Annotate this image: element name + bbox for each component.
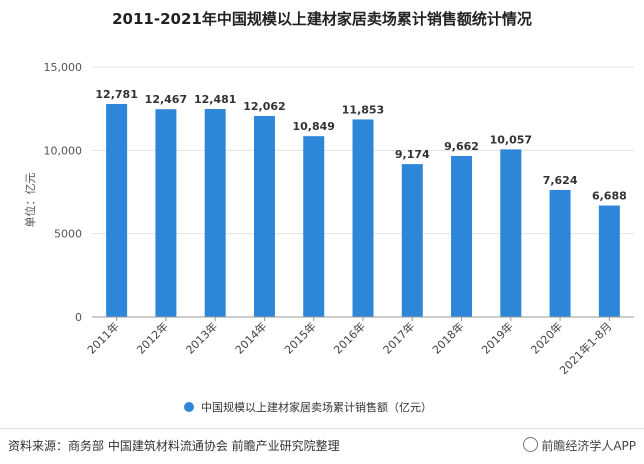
brand-logo-icon [523, 437, 539, 452]
x-tick-label: 2019年 [478, 319, 515, 356]
bar-value-label: 12,062 [243, 100, 285, 113]
chart-title: 2011-2021年中国规模以上建材家居卖场累计销售额统计情况 [112, 10, 532, 28]
x-tick-label: 2021年1-8月 [557, 319, 615, 377]
bar [401, 164, 423, 317]
x-tick-label: 2018年 [429, 319, 466, 356]
y-tick-label: 0 [75, 311, 82, 324]
bar [598, 205, 620, 317]
y-tick-label: 10,000 [44, 144, 83, 157]
y-tick-label: 15,000 [44, 61, 83, 74]
bar [106, 103, 128, 317]
source-text: 资料来源：商务部 中国建筑材料流通协会 前瞻产业研究院整理 [8, 439, 340, 453]
bar [500, 149, 522, 317]
legend-marker [184, 402, 194, 412]
x-tick-label: 2011年 [84, 319, 121, 356]
bar [253, 115, 275, 317]
y-tick-label: 5000 [54, 228, 82, 241]
bar-value-label: 9,662 [444, 140, 479, 153]
bar-value-label: 10,057 [490, 133, 532, 146]
x-tick-label: 2016年 [331, 319, 368, 356]
x-tick-label: 2012年 [134, 319, 171, 356]
bar-value-label: 12,781 [95, 88, 137, 101]
bar-value-label: 12,467 [145, 93, 187, 106]
y-axis-label: 单位：亿元 [23, 173, 37, 228]
bar-chart: 0 5000 10,000 15,000 单位：亿元 12,781 12,467 12,4… [23, 61, 634, 414]
y-axis: 0 5000 10,000 15,000 [44, 61, 83, 324]
bar-value-label: 7,624 [543, 174, 578, 187]
footer: 资料来源：商务部 中国建筑材料流通协会 前瞻产业研究院整理 前瞻经济学人APP [0, 428, 644, 464]
brand-text: 前瞻经济学人APP [523, 437, 636, 454]
bars [106, 103, 620, 317]
bar-value-label: 10,849 [293, 120, 335, 133]
legend-label: 中国规模以上建材家居卖场累计销售额（亿元） [201, 400, 432, 414]
bar [352, 119, 374, 317]
bar [451, 155, 473, 317]
x-tick-label: 2014年 [232, 319, 269, 356]
bar-value-label: 6,688 [592, 190, 627, 203]
bar [204, 108, 226, 317]
bar [549, 189, 571, 317]
legend: 中国规模以上建材家居卖场累计销售额（亿元） [184, 400, 432, 414]
bar-value-label: 9,174 [395, 148, 430, 161]
bar-value-label: 12,481 [194, 93, 236, 106]
bar [303, 136, 325, 317]
bar-value-labels: 12,781 12,467 12,481 12,062 10,849 11,853 9,17… [95, 88, 626, 203]
x-axis: 2011年 2012年 2013年 2014年 2015年 2016年 2017年 2018年… [84, 316, 634, 377]
brand-name: 前瞻经济学人APP [541, 439, 636, 453]
bar-value-label: 11,853 [342, 103, 384, 116]
x-tick-label: 2013年 [183, 319, 220, 356]
bar [155, 109, 177, 317]
x-tick-label: 2017年 [380, 319, 417, 356]
x-tick-label: 2020年 [528, 319, 565, 356]
x-tick-label: 2015年 [281, 319, 318, 356]
